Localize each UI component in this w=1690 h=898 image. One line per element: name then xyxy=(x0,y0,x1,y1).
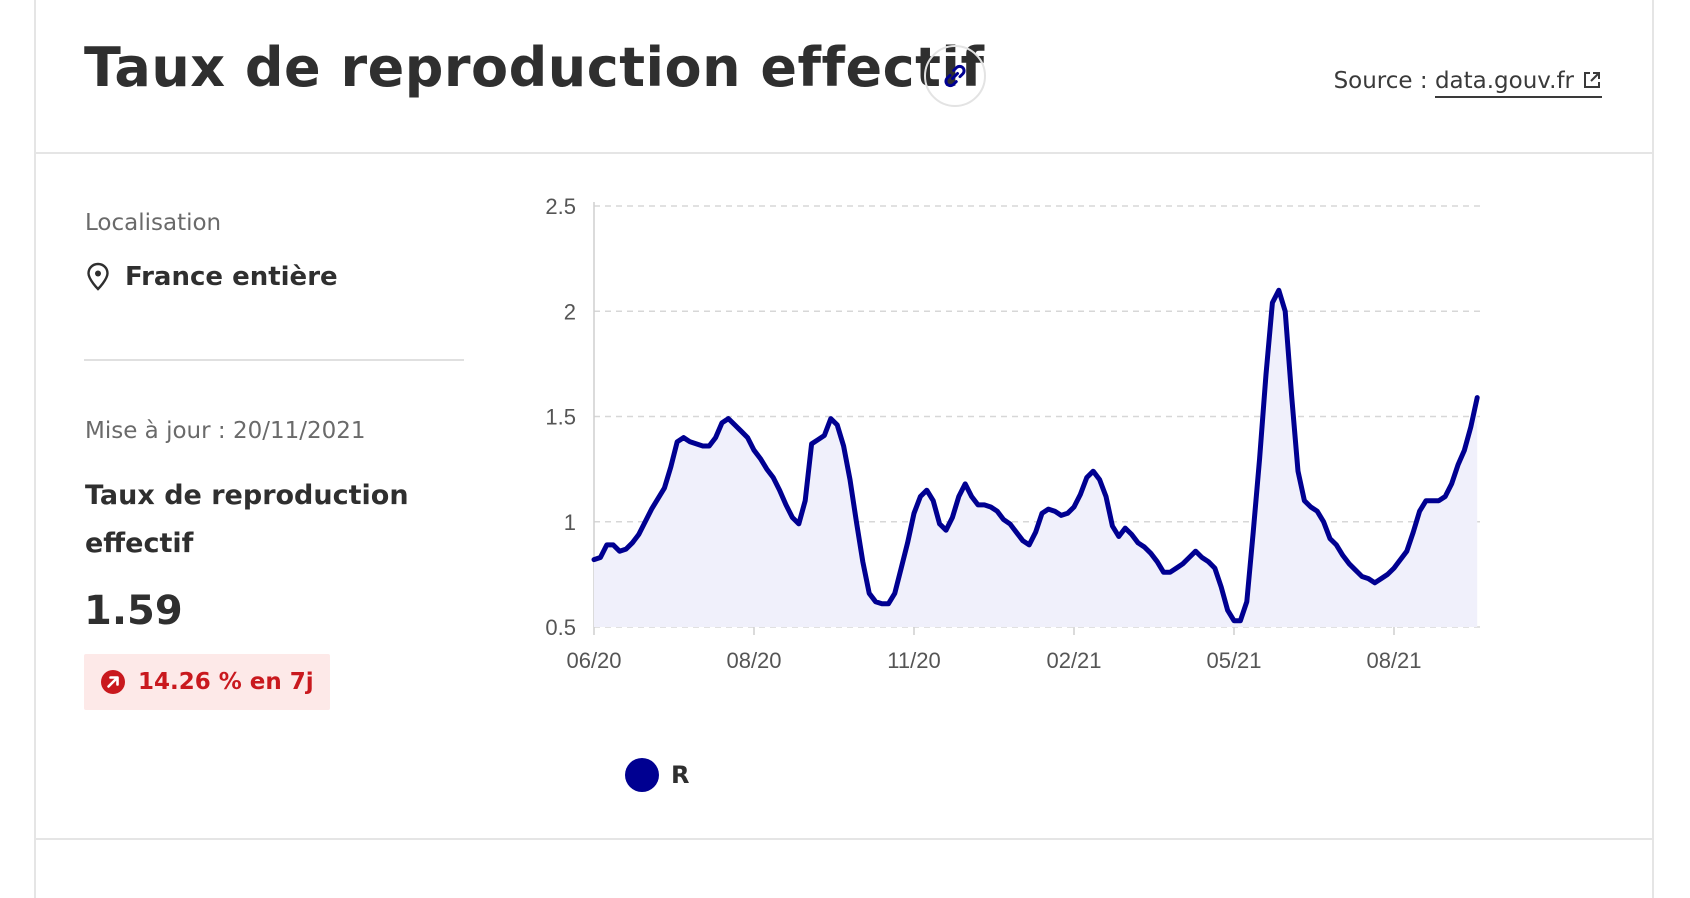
copy-link-button[interactable] xyxy=(924,45,986,107)
change-badge: 14.26 % en 7j xyxy=(84,654,330,710)
map-pin-icon xyxy=(87,262,109,291)
chart-legend[interactable]: R xyxy=(625,758,689,792)
series-area-r xyxy=(594,290,1478,627)
metric-value: 1.59 xyxy=(84,588,183,634)
y-tick-label: 2.5 xyxy=(545,194,576,219)
r-chart: 0.5 1 1.5 2 2.5 06/20 08/20 11/20 02/21 05/21 08/2… xyxy=(545,194,1484,673)
location-label: Localisation xyxy=(85,210,222,236)
x-tick-label: 08/21 xyxy=(1366,648,1421,673)
sidebar-divider xyxy=(84,359,464,361)
legend-swatch-r xyxy=(625,758,659,792)
legend-label-r: R xyxy=(671,761,690,789)
x-tick-label: 11/20 xyxy=(887,648,940,673)
x-tick-label: 06/20 xyxy=(566,648,621,673)
source-link-label: data.gouv.fr xyxy=(1434,68,1574,94)
update-date: Mise à jour : 20/11/2021 xyxy=(85,418,366,444)
bottom-divider xyxy=(34,838,1652,840)
x-tick-label: 02/21 xyxy=(1046,648,1101,673)
change-text: 14.26 % en 7j xyxy=(138,669,314,695)
metric-name: Taux de reproduction effectif xyxy=(85,480,409,559)
y-tick-label: 1 xyxy=(564,510,576,535)
card-container xyxy=(34,0,1654,898)
source-attribution: Source : data.gouv.fr xyxy=(1333,68,1602,98)
y-tick-label: 2 xyxy=(564,299,576,324)
location-value: France entière xyxy=(125,262,338,292)
link-icon xyxy=(944,64,966,88)
y-tick-label: 1.5 xyxy=(545,405,576,430)
page-title: Taux de reproduction effectif xyxy=(84,36,985,99)
arrow-up-right-circle-icon xyxy=(101,670,125,694)
location-selector[interactable]: France entière xyxy=(85,262,338,292)
x-tick-label: 05/21 xyxy=(1206,648,1261,673)
series-line-r xyxy=(591,287,1480,624)
y-tick-label: 0.5 xyxy=(545,615,576,640)
source-link[interactable]: data.gouv.fr xyxy=(1434,68,1602,98)
source-prefix: Source : xyxy=(1333,68,1435,94)
x-tick-label: 08/20 xyxy=(726,648,781,673)
header-divider xyxy=(34,152,1652,154)
external-link-icon xyxy=(1584,72,1600,88)
